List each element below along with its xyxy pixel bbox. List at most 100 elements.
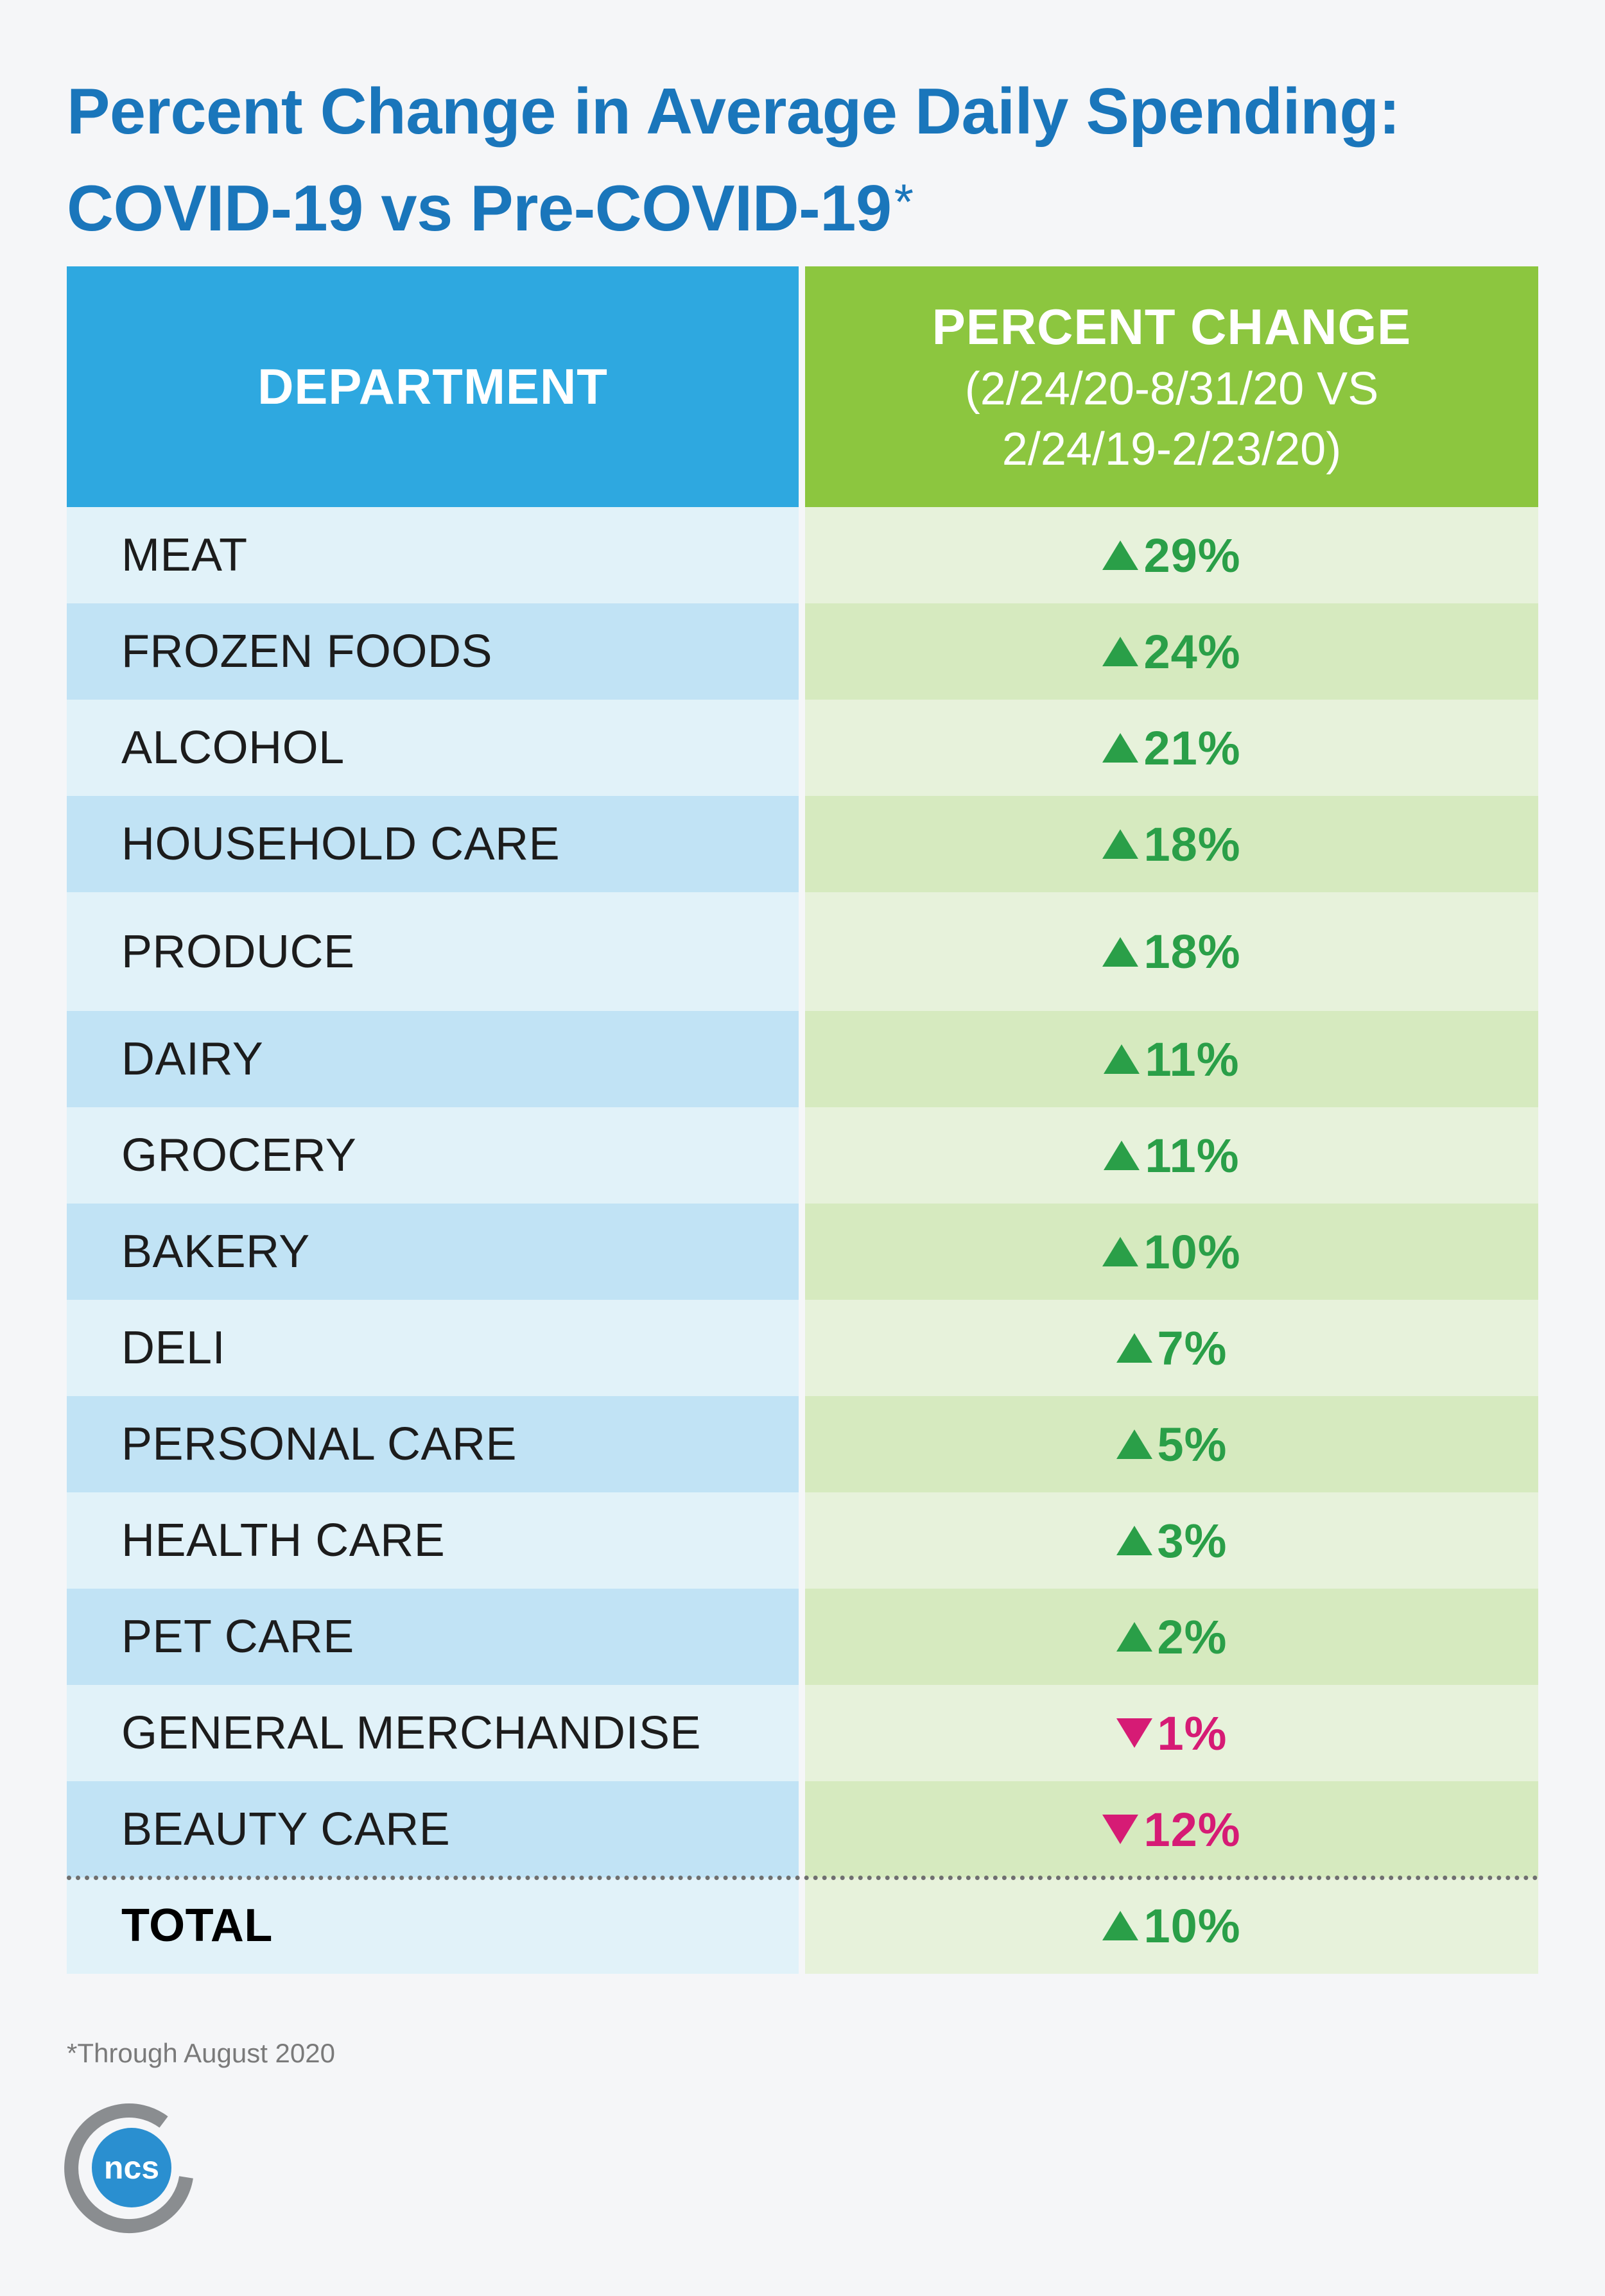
- department-cell: PERSONAL CARE: [67, 1396, 799, 1492]
- percent-change-value: 3%: [1116, 1514, 1228, 1568]
- table-row: GENERAL MERCHANDISE 1%: [67, 1685, 1538, 1781]
- department-cell: BEAUTY CARE: [67, 1781, 799, 1877]
- department-cell: BAKERY: [67, 1204, 799, 1300]
- percent-change-cell: 11%: [805, 1011, 1538, 1107]
- triangle-up-icon: [1116, 1429, 1152, 1459]
- triangle-up-icon: [1102, 1237, 1139, 1266]
- logo-disc: [92, 2128, 171, 2207]
- header-period-line-2: 2/24/19-2/23/20): [1002, 423, 1342, 475]
- header-percent-change: PERCENT CHANGE (2/24/20-8/31/20 VS 2/24/…: [805, 266, 1538, 507]
- percent-change-label: 2%: [1157, 1610, 1228, 1664]
- department-name: PET CARE: [121, 1611, 354, 1662]
- triangle-up-icon: [1102, 733, 1139, 763]
- percent-change-value: 18%: [1102, 817, 1240, 872]
- triangle-down-icon: [1102, 1815, 1139, 1844]
- table-row: DAIRY 11%: [67, 1011, 1538, 1107]
- percent-change-value: 10%: [1102, 1899, 1240, 1953]
- percent-change-cell: 10%: [805, 1877, 1538, 1974]
- table-row: MEAT 29%: [67, 507, 1538, 603]
- percent-change-cell: 2%: [805, 1589, 1538, 1685]
- percent-change-cell: 21%: [805, 700, 1538, 796]
- logo-text: ncs: [104, 2150, 159, 2186]
- percent-change-label: 1%: [1157, 1706, 1228, 1760]
- percent-change-value: 21%: [1102, 721, 1240, 775]
- table-row: PRODUCE 18%: [67, 892, 1538, 1011]
- header-department: DEPARTMENT: [67, 266, 799, 507]
- percent-change-cell: 5%: [805, 1396, 1538, 1492]
- percent-change-value: 1%: [1116, 1706, 1228, 1761]
- percent-change-label: 18%: [1143, 925, 1241, 978]
- percent-change-value: 5%: [1116, 1417, 1228, 1472]
- department-cell: MEAT: [67, 507, 799, 603]
- table-row: HOUSEHOLD CARE 18%: [67, 796, 1538, 892]
- department-cell: GENERAL MERCHANDISE: [67, 1685, 799, 1781]
- department-name: ALCOHOL: [121, 722, 345, 773]
- percent-change-cell: 18%: [805, 892, 1538, 1011]
- table-row: BAKERY 10%: [67, 1204, 1538, 1300]
- percent-change-cell: 24%: [805, 603, 1538, 700]
- department-name: DAIRY: [121, 1033, 264, 1085]
- department-name: HEALTH CARE: [121, 1515, 446, 1566]
- department-name: GENERAL MERCHANDISE: [121, 1707, 701, 1759]
- department-name: GROCERY: [121, 1130, 357, 1181]
- triangle-up-icon: [1102, 637, 1139, 666]
- triangle-up-icon: [1102, 937, 1139, 967]
- department-cell: DELI: [67, 1300, 799, 1396]
- percent-change-label: 10%: [1143, 1899, 1241, 1953]
- header-department-label: DEPARTMENT: [257, 358, 608, 415]
- title-line-2-text: COVID-19 vs Pre-COVID-19: [67, 173, 892, 245]
- percent-change-label: 7%: [1157, 1321, 1228, 1375]
- percent-change-cell: 1%: [805, 1685, 1538, 1781]
- percent-change-cell: 29%: [805, 507, 1538, 603]
- department-cell: DAIRY: [67, 1011, 799, 1107]
- department-name: MEAT: [121, 530, 248, 581]
- department-cell: PRODUCE: [67, 892, 799, 1011]
- percent-change-cell: 12%: [805, 1781, 1538, 1877]
- logo-ring: [64, 2103, 193, 2234]
- total-label: TOTAL: [121, 1900, 273, 1951]
- percent-change-value: 29%: [1102, 528, 1240, 583]
- chart-title: Percent Change in Average Daily Spending…: [67, 67, 1543, 254]
- title-line-2: COVID-19 vs Pre-COVID-19*: [67, 157, 1543, 254]
- percent-change-cell: 10%: [805, 1204, 1538, 1300]
- percent-change-value: 11%: [1104, 1032, 1239, 1087]
- department-cell: ALCOHOL: [67, 700, 799, 796]
- table-row: PET CARE 2%: [67, 1589, 1538, 1685]
- department-name: HOUSEHOLD CARE: [121, 818, 560, 870]
- department-cell: HEALTH CARE: [67, 1492, 799, 1589]
- total-separator: [67, 1876, 1538, 1880]
- table-row: HEALTH CARE 3%: [67, 1492, 1538, 1589]
- percent-change-value: 10%: [1102, 1225, 1240, 1279]
- percent-change-value: 2%: [1116, 1610, 1228, 1664]
- triangle-up-icon: [1104, 1044, 1140, 1074]
- percent-change-label: 11%: [1145, 1032, 1240, 1086]
- triangle-up-icon: [1116, 1526, 1152, 1555]
- triangle-up-icon: [1102, 1911, 1139, 1940]
- table-row: BEAUTY CARE 12%: [67, 1781, 1538, 1877]
- triangle-up-icon: [1116, 1622, 1152, 1652]
- triangle-up-icon: [1102, 829, 1139, 859]
- percent-change-value: 7%: [1116, 1321, 1228, 1376]
- percent-change-label: 21%: [1143, 721, 1241, 775]
- percent-change-value: 11%: [1104, 1128, 1239, 1183]
- percent-change-label: 5%: [1157, 1417, 1228, 1471]
- triangle-down-icon: [1116, 1718, 1152, 1748]
- department-cell: PET CARE: [67, 1589, 799, 1685]
- total-row: TOTAL 10%: [67, 1877, 1538, 1974]
- department-name: BAKERY: [121, 1226, 310, 1277]
- department-cell: FROZEN FOODS: [67, 603, 799, 700]
- department-name: PRODUCE: [121, 926, 355, 978]
- triangle-up-icon: [1102, 540, 1139, 570]
- table-row: FROZEN FOODS 24%: [67, 603, 1538, 700]
- header-percent-change-label: PERCENT CHANGE: [932, 298, 1412, 355]
- department-name: DELI: [121, 1322, 226, 1374]
- percent-change-label: 24%: [1143, 625, 1241, 678]
- department-cell: GROCERY: [67, 1107, 799, 1204]
- percent-change-cell: 18%: [805, 796, 1538, 892]
- percent-change-value: 18%: [1102, 924, 1240, 979]
- table-row: ALCOHOL 21%: [67, 700, 1538, 796]
- title-asterisk: *: [894, 173, 914, 230]
- footnote: *Through August 2020: [67, 2038, 335, 2068]
- percent-change-label: 12%: [1143, 1802, 1241, 1856]
- ncs-logo-icon: ncs: [64, 2103, 193, 2234]
